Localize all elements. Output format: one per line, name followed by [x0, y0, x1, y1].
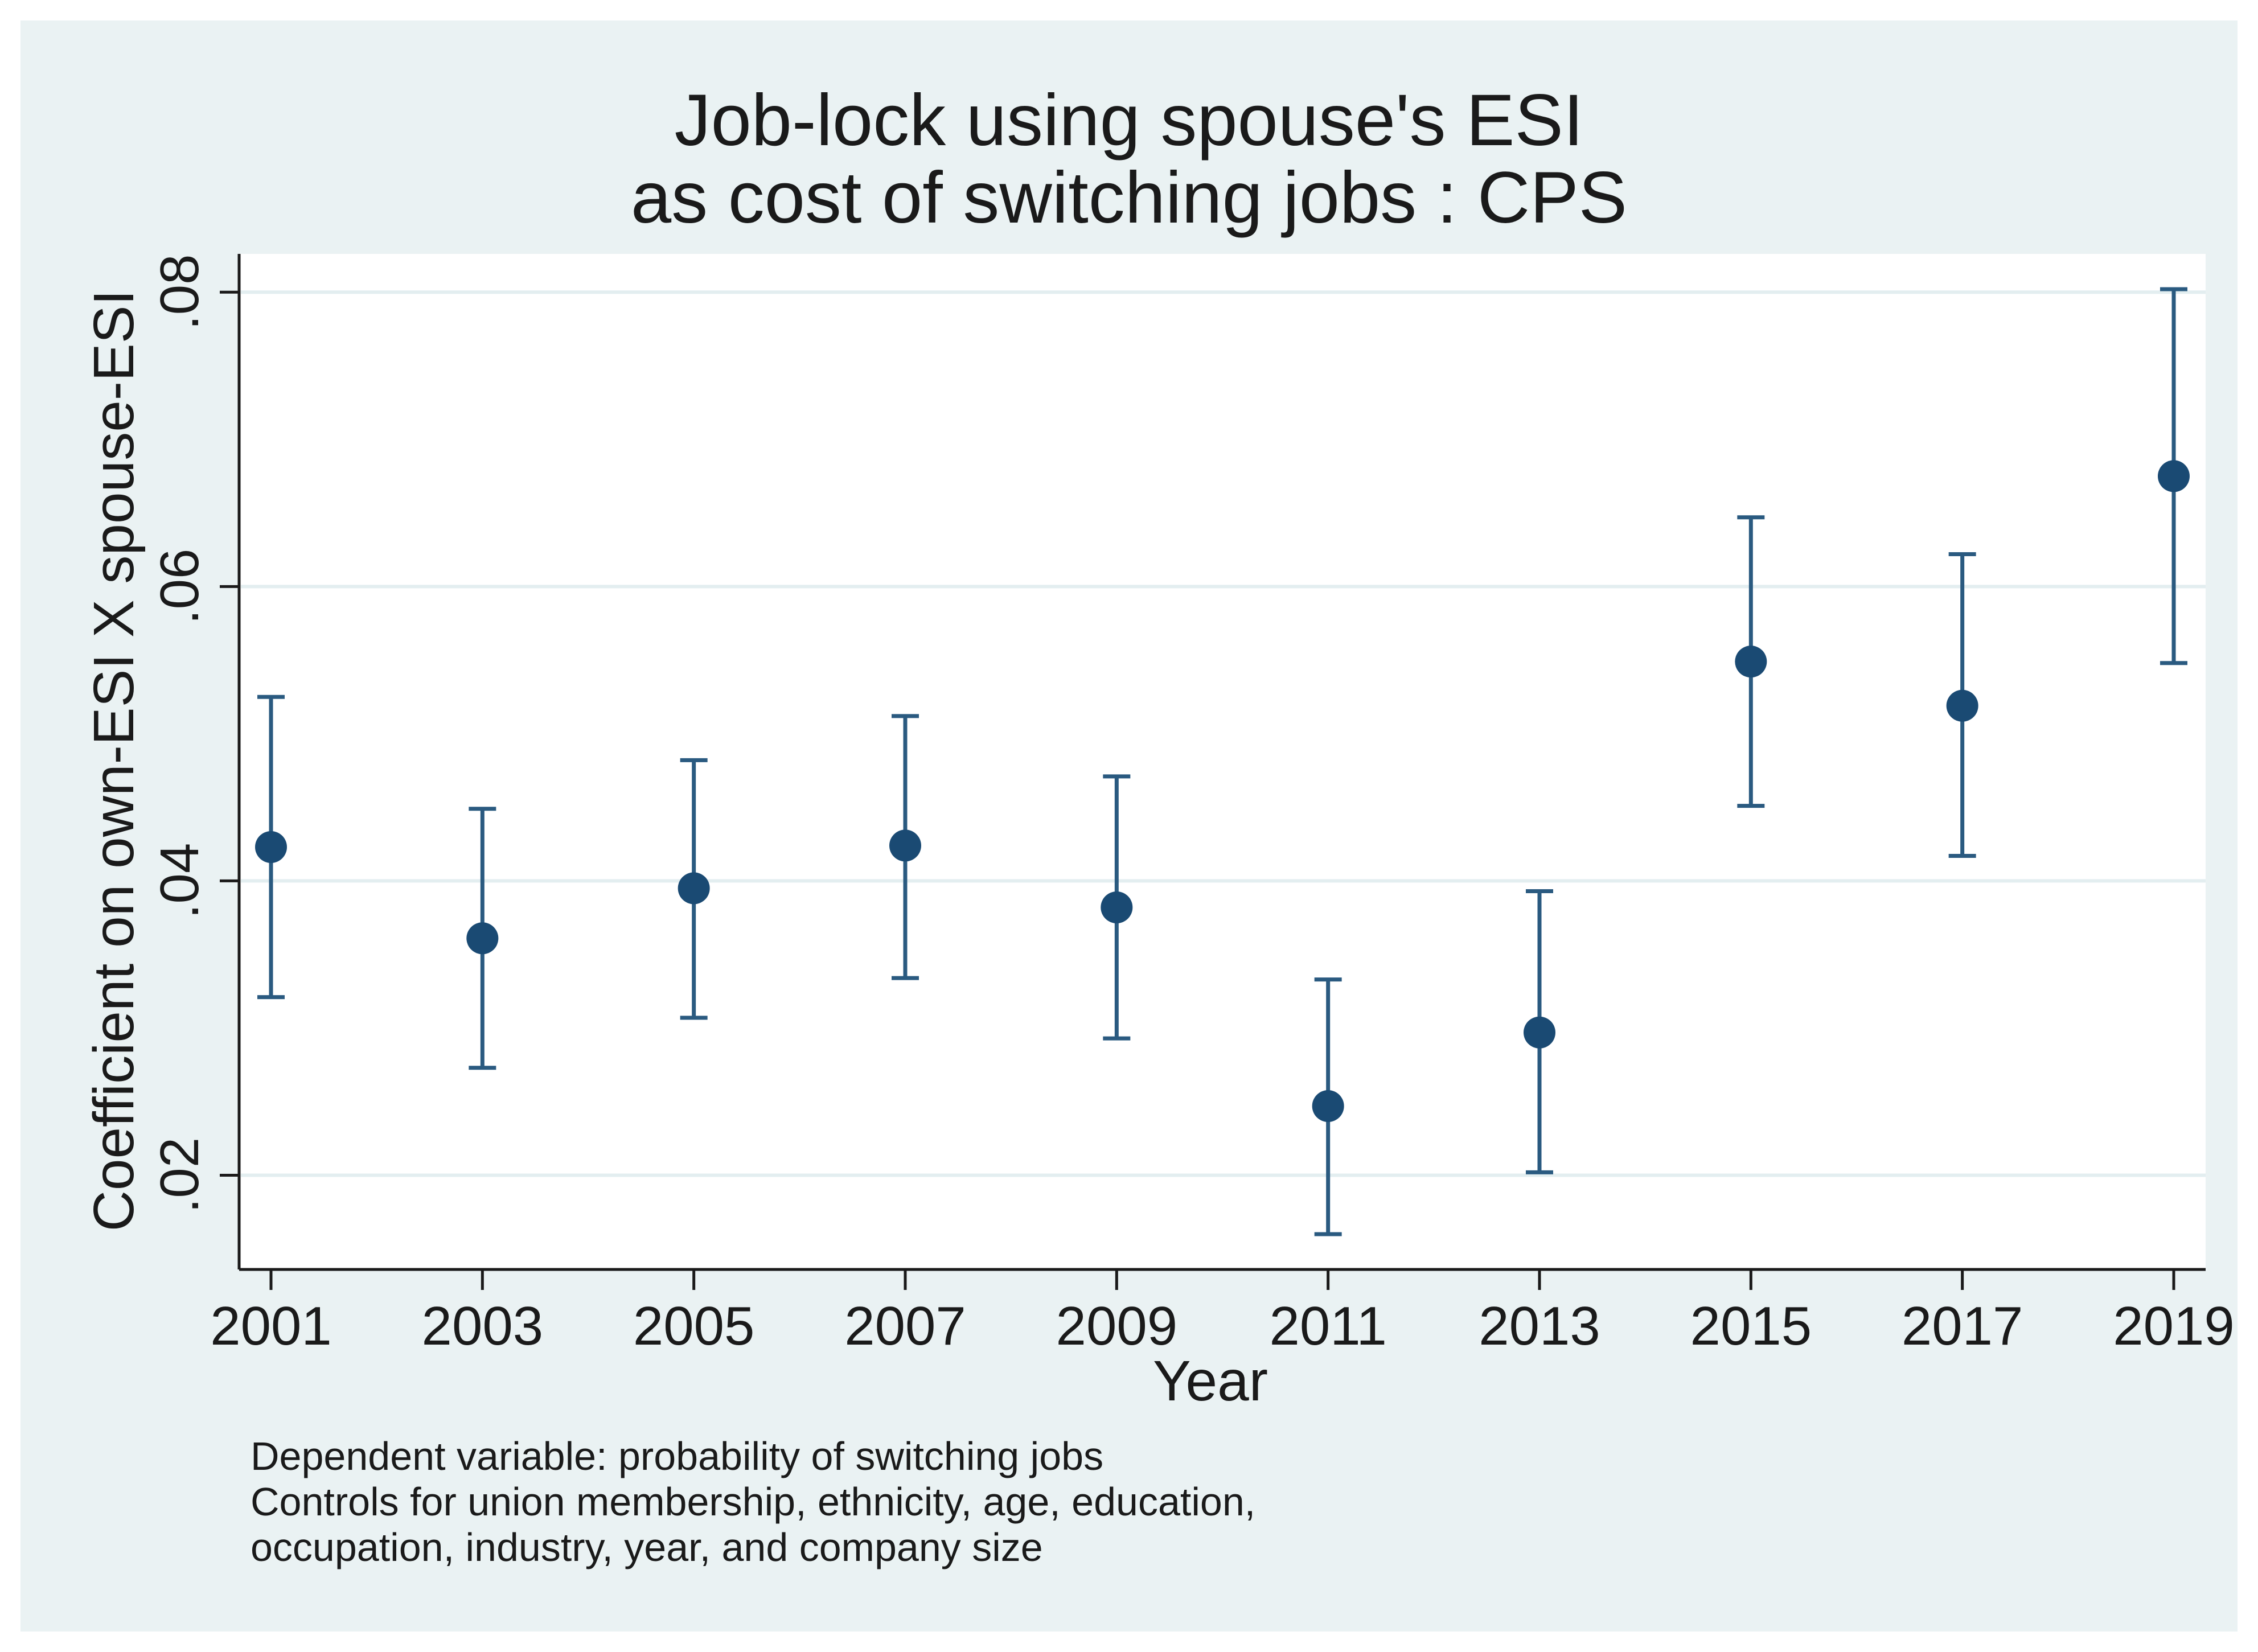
x-tick-label: 2011 [1269, 1296, 1386, 1357]
x-tick-label: 2009 [1056, 1296, 1178, 1357]
data-point [1524, 1016, 1555, 1049]
data-point-group [889, 714, 921, 980]
y-tick-label: .06 [149, 549, 210, 624]
data-point [466, 922, 499, 955]
data-point [1946, 689, 1978, 722]
x-tick-label: 2007 [844, 1296, 966, 1357]
data-point-group [1312, 977, 1344, 1236]
note-line-1: Dependent variable: probability of switc… [251, 1434, 1104, 1478]
data-point-group [678, 758, 710, 1020]
data-point-group [466, 807, 499, 1070]
data-point-group [255, 695, 287, 1000]
y-axis-title: Coefficient on own-ESI X spouse-ESI [82, 290, 146, 1232]
data-point [255, 831, 287, 863]
data-point [889, 829, 921, 862]
x-tick-label: 2003 [422, 1296, 544, 1357]
data-point [678, 872, 710, 905]
data-point-group [1101, 774, 1133, 1041]
chart-svg: .02 .04 .06 .08 2001 2003 2005 2007 2009 2011 2013… [82, 254, 2235, 1413]
x-tick-label: 2005 [633, 1296, 755, 1357]
data-point-group [2158, 287, 2190, 665]
y-tick-label: .04 [149, 843, 210, 919]
chart-figure: Job-lock using spouse's ESI as cost of s… [20, 20, 2238, 1632]
chart-title-line-1: Job-lock using spouse's ESI [674, 80, 1584, 161]
x-tick-label: 2017 [1902, 1296, 2023, 1357]
x-axis-title: Year [1153, 1349, 1268, 1413]
chart-notes: Dependent variable: probability of switc… [251, 1433, 1255, 1570]
data-point [1101, 891, 1133, 923]
data-point-group [1946, 552, 1978, 858]
x-tick-label: 2015 [1690, 1296, 1812, 1357]
y-tick-label: .02 [149, 1137, 210, 1213]
y-tick-label: .08 [149, 254, 210, 330]
data-point-group [1735, 515, 1767, 808]
x-tick-label: 2013 [1479, 1296, 1600, 1357]
data-point-group [1524, 889, 1555, 1174]
note-line-2: Controls for union membership, ethnicity… [251, 1480, 1256, 1524]
data-point [2158, 460, 2190, 492]
data-point [1312, 1090, 1344, 1123]
x-tick-label: 2001 [210, 1296, 332, 1357]
plot-area [239, 254, 2206, 1269]
note-line-3: occupation, industry, year, and company … [251, 1525, 1043, 1569]
x-tick-label: 2019 [2113, 1296, 2235, 1357]
data-point [1735, 646, 1767, 678]
chart-title-line-2: as cost of switching jobs : CPS [630, 157, 1628, 239]
chart-title: Job-lock using spouse's ESI as cost of s… [20, 82, 2238, 237]
